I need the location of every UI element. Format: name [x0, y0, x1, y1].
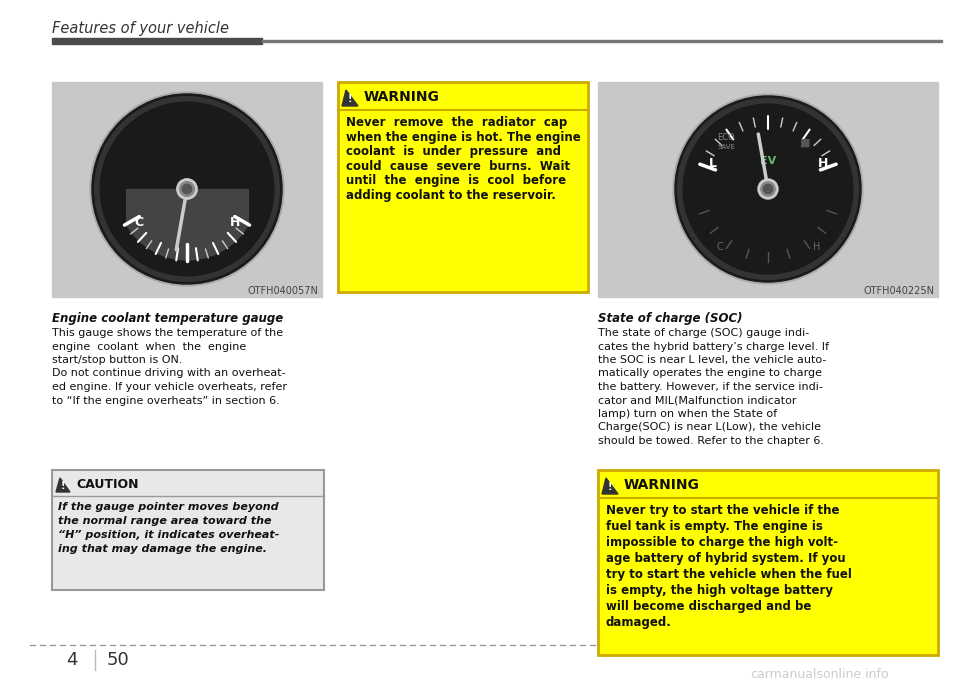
Text: lamp) turn on when the State of: lamp) turn on when the State of [598, 409, 778, 419]
Circle shape [92, 94, 282, 284]
Text: Engine coolant temperature gauge: Engine coolant temperature gauge [52, 312, 283, 325]
Bar [598, 82, 938, 297]
Text: C: C [134, 216, 143, 229]
Text: ECO: ECO [717, 134, 735, 143]
Text: the battery. However, if the service indi-: the battery. However, if the service ind… [598, 382, 823, 392]
Text: CAUTION: CAUTION [76, 478, 138, 491]
Text: H: H [813, 242, 820, 251]
Text: cates the hybrid battery’s charge level. If: cates the hybrid battery’s charge level.… [598, 342, 829, 351]
Text: Never try to start the vehicle if the: Never try to start the vehicle if the [606, 504, 839, 517]
Text: until  the  engine  is  cool  before: until the engine is cool before [346, 174, 566, 187]
Bar [262, 40, 942, 42]
FancyBboxPatch shape [52, 470, 324, 590]
Text: The state of charge (SOC) gauge indi-: The state of charge (SOC) gauge indi- [598, 328, 809, 338]
Text: !: ! [348, 94, 352, 104]
Text: ■: ■ [800, 138, 810, 147]
Bar [52, 38, 262, 44]
Circle shape [673, 94, 863, 284]
Text: This gauge shows the temperature of the: This gauge shows the temperature of the [52, 328, 283, 338]
Text: OTFH040225N: OTFH040225N [863, 286, 934, 296]
Polygon shape [602, 478, 618, 494]
Text: ed engine. If your vehicle overheats, refer: ed engine. If your vehicle overheats, re… [52, 382, 287, 392]
Text: try to start the vehicle when the fuel: try to start the vehicle when the fuel [606, 568, 852, 581]
FancyBboxPatch shape [338, 82, 588, 292]
Text: carmanualsonline.info: carmanualsonline.info [751, 668, 889, 681]
Text: engine  coolant  when  the  engine: engine coolant when the engine [52, 342, 247, 351]
Text: is empty, the high voltage battery: is empty, the high voltage battery [606, 584, 833, 597]
Text: H: H [230, 216, 240, 229]
Text: impossible to charge the high volt-: impossible to charge the high volt- [606, 536, 838, 549]
Text: to “If the engine overheats” in section 6.: to “If the engine overheats” in section … [52, 395, 279, 406]
Text: damaged.: damaged. [606, 616, 672, 629]
Text: If the gauge pointer moves beyond: If the gauge pointer moves beyond [58, 502, 278, 512]
Circle shape [763, 185, 773, 194]
Text: fuel tank is empty. The engine is: fuel tank is empty. The engine is [606, 520, 823, 533]
FancyBboxPatch shape [598, 470, 938, 655]
Text: adding coolant to the reservoir.: adding coolant to the reservoir. [346, 189, 556, 201]
Text: SAVE: SAVE [717, 144, 735, 150]
Text: Never  remove  the  radiator  cap: Never remove the radiator cap [346, 116, 567, 129]
Text: could  cause  severe  burns.  Wait: could cause severe burns. Wait [346, 159, 570, 172]
Circle shape [182, 184, 192, 194]
Text: matically operates the engine to charge: matically operates the engine to charge [598, 369, 822, 378]
Text: EV: EV [760, 156, 776, 166]
Text: C: C [716, 242, 723, 251]
Text: cator and MIL(Malfunction indicator: cator and MIL(Malfunction indicator [598, 395, 797, 406]
Text: coolant  is  under  pressure  and: coolant is under pressure and [346, 145, 561, 158]
Text: 50: 50 [107, 651, 130, 669]
Circle shape [758, 180, 778, 198]
Text: Do not continue driving with an overheat-: Do not continue driving with an overheat… [52, 369, 286, 378]
Text: “H” position, it indicates overheat-: “H” position, it indicates overheat- [58, 530, 279, 540]
Text: the normal range area toward the: the normal range area toward the [58, 516, 272, 526]
Text: ing that may damage the engine.: ing that may damage the engine. [58, 544, 267, 554]
Polygon shape [342, 90, 358, 106]
Text: L: L [709, 157, 717, 170]
Text: !: ! [60, 481, 65, 491]
Text: 4: 4 [66, 651, 78, 669]
Polygon shape [56, 478, 70, 492]
Text: Charge(SOC) is near L(Low), the vehicle: Charge(SOC) is near L(Low), the vehicle [598, 422, 821, 433]
Text: Features of your vehicle: Features of your vehicle [52, 21, 229, 36]
Text: age battery of hybrid system. If you: age battery of hybrid system. If you [606, 552, 846, 565]
Text: H: H [818, 157, 828, 170]
Text: !: ! [608, 482, 612, 492]
Text: WARNING: WARNING [624, 478, 700, 492]
Text: State of charge (SOC): State of charge (SOC) [598, 312, 742, 325]
Bar [52, 82, 322, 297]
Circle shape [90, 92, 284, 286]
Circle shape [675, 96, 861, 282]
Text: should be towed. Refer to the chapter 6.: should be towed. Refer to the chapter 6. [598, 436, 824, 446]
Text: the SOC is near L level, the vehicle auto-: the SOC is near L level, the vehicle aut… [598, 355, 827, 365]
Text: when the engine is hot. The engine: when the engine is hot. The engine [346, 130, 581, 143]
Text: will become discharged and be: will become discharged and be [606, 600, 811, 613]
Text: OTFH040057N: OTFH040057N [247, 286, 318, 296]
Text: WARNING: WARNING [364, 90, 440, 104]
Circle shape [178, 180, 197, 198]
Text: start/stop button is ON.: start/stop button is ON. [52, 355, 182, 365]
